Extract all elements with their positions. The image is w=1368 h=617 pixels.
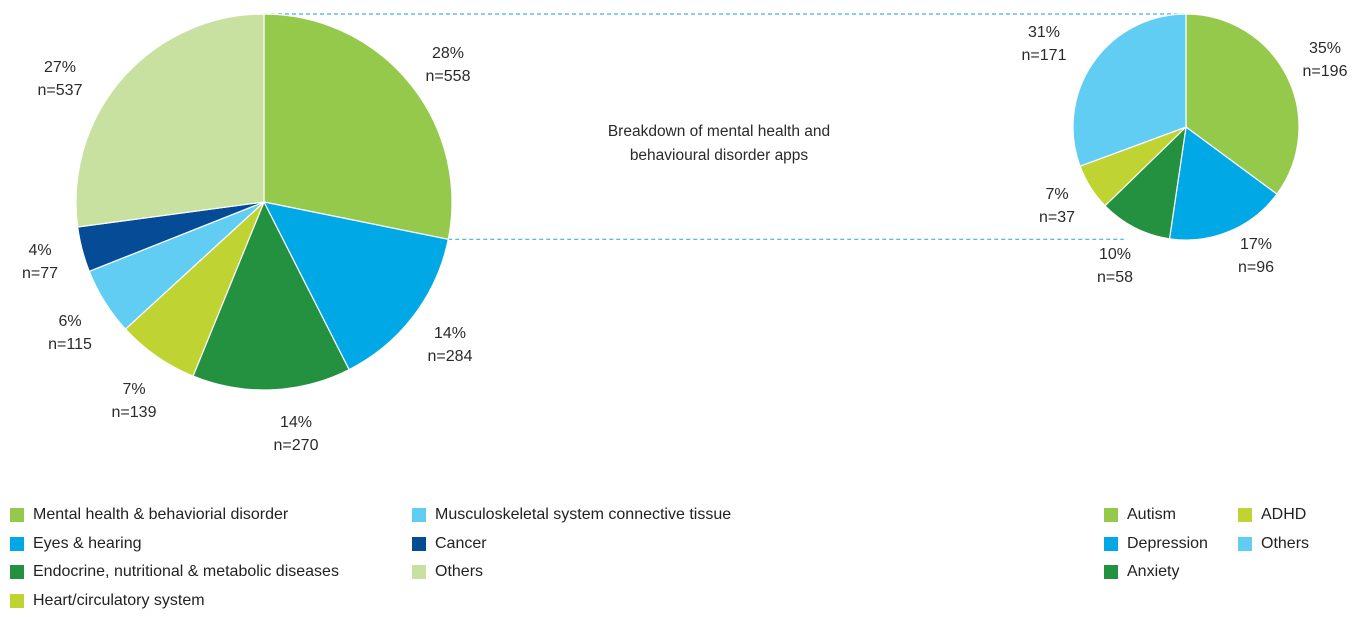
- breakdown-pie-slice-autism: [1185, 13, 1300, 195]
- breakdown-legend-column-2: ADHD Others: [1238, 503, 1309, 560]
- breakdown-pie-data-label-others: 31% n=171: [1022, 24, 1067, 64]
- pct-label: 7%: [122, 381, 145, 398]
- n-label: n=58: [1097, 269, 1133, 286]
- n-label: n=196: [1303, 63, 1348, 80]
- legend-label: Anxiety: [1127, 563, 1180, 580]
- main-legend-item-mental-health-behaviorial-disorder: Mental health & behaviorial disorder: [10, 503, 339, 527]
- main-pie-data-label-musculoskeletal-system-connective-tissue: 6% n=115: [48, 313, 92, 353]
- legend-swatch: [412, 565, 426, 579]
- main-legend-item-cancer: Cancer: [412, 532, 731, 556]
- n-label: n=537: [38, 82, 83, 99]
- legend-label: Depression: [1127, 534, 1208, 552]
- breakdown-legend-item-autism: Autism: [1104, 503, 1208, 527]
- breakdown-legend-item-depression: Depression: [1104, 532, 1208, 556]
- legend-label: Others: [1261, 534, 1310, 552]
- breakdown-pie-data-label-autism: 35% n=196: [1303, 40, 1348, 80]
- breakdown-pie-slice-anxiety: [1104, 125, 1187, 240]
- legend-label: Musculoskeletal system connective tissue: [435, 506, 732, 523]
- legend-swatch: [412, 508, 426, 522]
- main-pie-slice-mental-health-behaviorial-disorder: [263, 13, 453, 241]
- legend-label: ADHD: [1261, 506, 1307, 523]
- legend-swatch: [10, 565, 24, 579]
- pct-label: 4%: [28, 242, 51, 259]
- n-label: n=96: [1238, 259, 1274, 276]
- pct-label: 10%: [1099, 246, 1131, 263]
- main-pie-data-label-mental-health-behaviorial-disorder: 28% n=558: [426, 45, 471, 85]
- main-legend-column-1: Mental health & behaviorial disorder Eyes…: [10, 503, 339, 617]
- main-legend-item-eyes-hearing: Eyes & hearing: [10, 532, 339, 556]
- legend-swatch: [1104, 536, 1118, 551]
- pct-label: 28%: [432, 45, 464, 62]
- breakdown-title: Breakdown of mental health and behavioura…: [608, 123, 830, 164]
- n-label: n=37: [1039, 209, 1075, 226]
- n-label: n=558: [426, 68, 471, 85]
- legend-label: Mental health & behaviorial disorder: [33, 506, 289, 523]
- legend-label: Eyes & hearing: [33, 534, 142, 552]
- main-legend-item-musculoskeletal-system-connective-tissue: Musculoskeletal system connective tissue: [412, 503, 731, 527]
- n-label: n=284: [428, 348, 473, 365]
- main-pie-slice-eyes-hearing: [262, 201, 449, 371]
- main-legend-item-others: Others: [412, 560, 731, 584]
- main-pie-slice-endocrine-nutritional-metabolic-diseases: [192, 200, 350, 391]
- pct-label: 31%: [1028, 24, 1060, 41]
- breakdown-pie-data-label-adhd: 7% n=37: [1039, 186, 1075, 226]
- pct-label: 7%: [1045, 186, 1068, 203]
- pct-label: 14%: [434, 325, 466, 342]
- pct-label: 35%: [1309, 40, 1341, 57]
- legend-swatch: [1104, 565, 1118, 579]
- main-pie-slice-others: [75, 13, 265, 228]
- legend-label: Endocrine, nutritional & metabolic disea…: [33, 563, 339, 580]
- legend-label: Autism: [1127, 506, 1176, 523]
- legend-swatch: [10, 593, 24, 608]
- legend-label: Heart/circulatory system: [33, 591, 205, 609]
- pct-label: 27%: [44, 59, 76, 76]
- legend-swatch: [1104, 508, 1118, 522]
- main-pie-data-label-heart-circulatory-system: 7% n=139: [112, 381, 157, 421]
- breakdown-legend-item-others: Others: [1238, 532, 1309, 556]
- n-label: n=77: [22, 265, 58, 282]
- n-label: n=270: [274, 437, 319, 454]
- breakdown-legend-item-adhd: ADHD: [1238, 503, 1309, 527]
- legend-label: Others: [435, 563, 484, 580]
- main-pie-data-label-endocrine-nutritional-metabolic-diseases: 14% n=270: [274, 414, 319, 454]
- main-legend-item-heart-circulatory-system: Heart/circulatory system: [10, 589, 339, 613]
- pct-label: 14%: [280, 414, 312, 431]
- legend-swatch: [10, 508, 24, 522]
- main-pie-data-label-others: 27% n=537: [38, 59, 83, 99]
- breakdown-pie-slice-others: [1072, 13, 1187, 168]
- breakdown-pie-slice-depression: [1168, 125, 1278, 241]
- breakdown-legend-item-anxiety: Anxiety: [1104, 560, 1208, 584]
- legend-label: Cancer: [435, 534, 487, 552]
- main-pie-data-label-eyes-hearing: 14% n=284: [428, 325, 473, 365]
- main-pie-data-label-cancer: 4% n=77: [22, 242, 58, 282]
- breakdown-pie-data-label-anxiety: 10% n=58: [1097, 246, 1133, 286]
- main-legend-column-2: Musculoskeletal system connective tissue…: [412, 503, 731, 589]
- pct-label: 17%: [1240, 236, 1272, 253]
- n-label: n=139: [112, 404, 157, 421]
- breakdown-pie-data-label-depression: 17% n=96: [1238, 236, 1274, 276]
- pct-label: 6%: [58, 313, 81, 330]
- main-legend-item-endocrine-nutritional-metabolic-diseases: Endocrine, nutritional & metabolic disea…: [10, 560, 339, 584]
- legend-swatch: [412, 536, 426, 551]
- breakdown-legend-column-1: Autism Depression Anxiety: [1104, 503, 1208, 589]
- n-label: n=171: [1022, 47, 1067, 64]
- legend-swatch: [10, 536, 24, 551]
- legend-swatch: [1238, 536, 1252, 551]
- n-label: n=115: [48, 336, 92, 353]
- legend-swatch: [1238, 508, 1252, 522]
